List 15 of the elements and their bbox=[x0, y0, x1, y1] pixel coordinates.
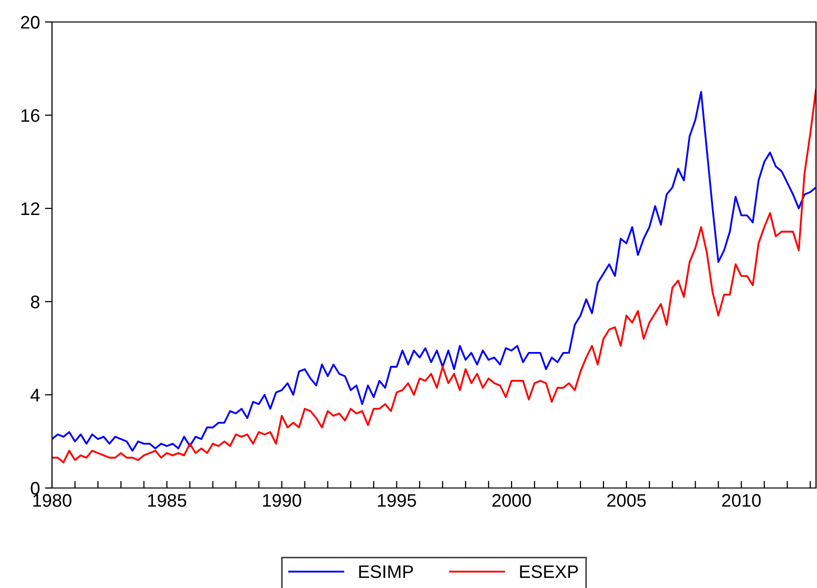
x-tick-label: 2000 bbox=[492, 494, 531, 507]
legend-label: ESEXP bbox=[520, 565, 578, 578]
x-tick-label: 2005 bbox=[607, 494, 646, 507]
x-tick-label: 1990 bbox=[263, 494, 302, 507]
y-tick-label: 0 bbox=[30, 482, 40, 495]
y-tick-label: 12 bbox=[21, 202, 40, 215]
x-tick-label: 2010 bbox=[722, 494, 761, 507]
y-tick-label: 16 bbox=[21, 109, 40, 122]
x-tick-label: 1985 bbox=[148, 494, 186, 507]
y-tick-label: 8 bbox=[30, 296, 40, 308]
x-tick-label: 1995 bbox=[378, 494, 416, 507]
legend-label: ESIMP bbox=[359, 565, 413, 578]
y-tick-label: 20 bbox=[21, 16, 40, 29]
x-tick-label: 1980 bbox=[33, 494, 72, 507]
y-tick-label: 4 bbox=[30, 388, 40, 402]
